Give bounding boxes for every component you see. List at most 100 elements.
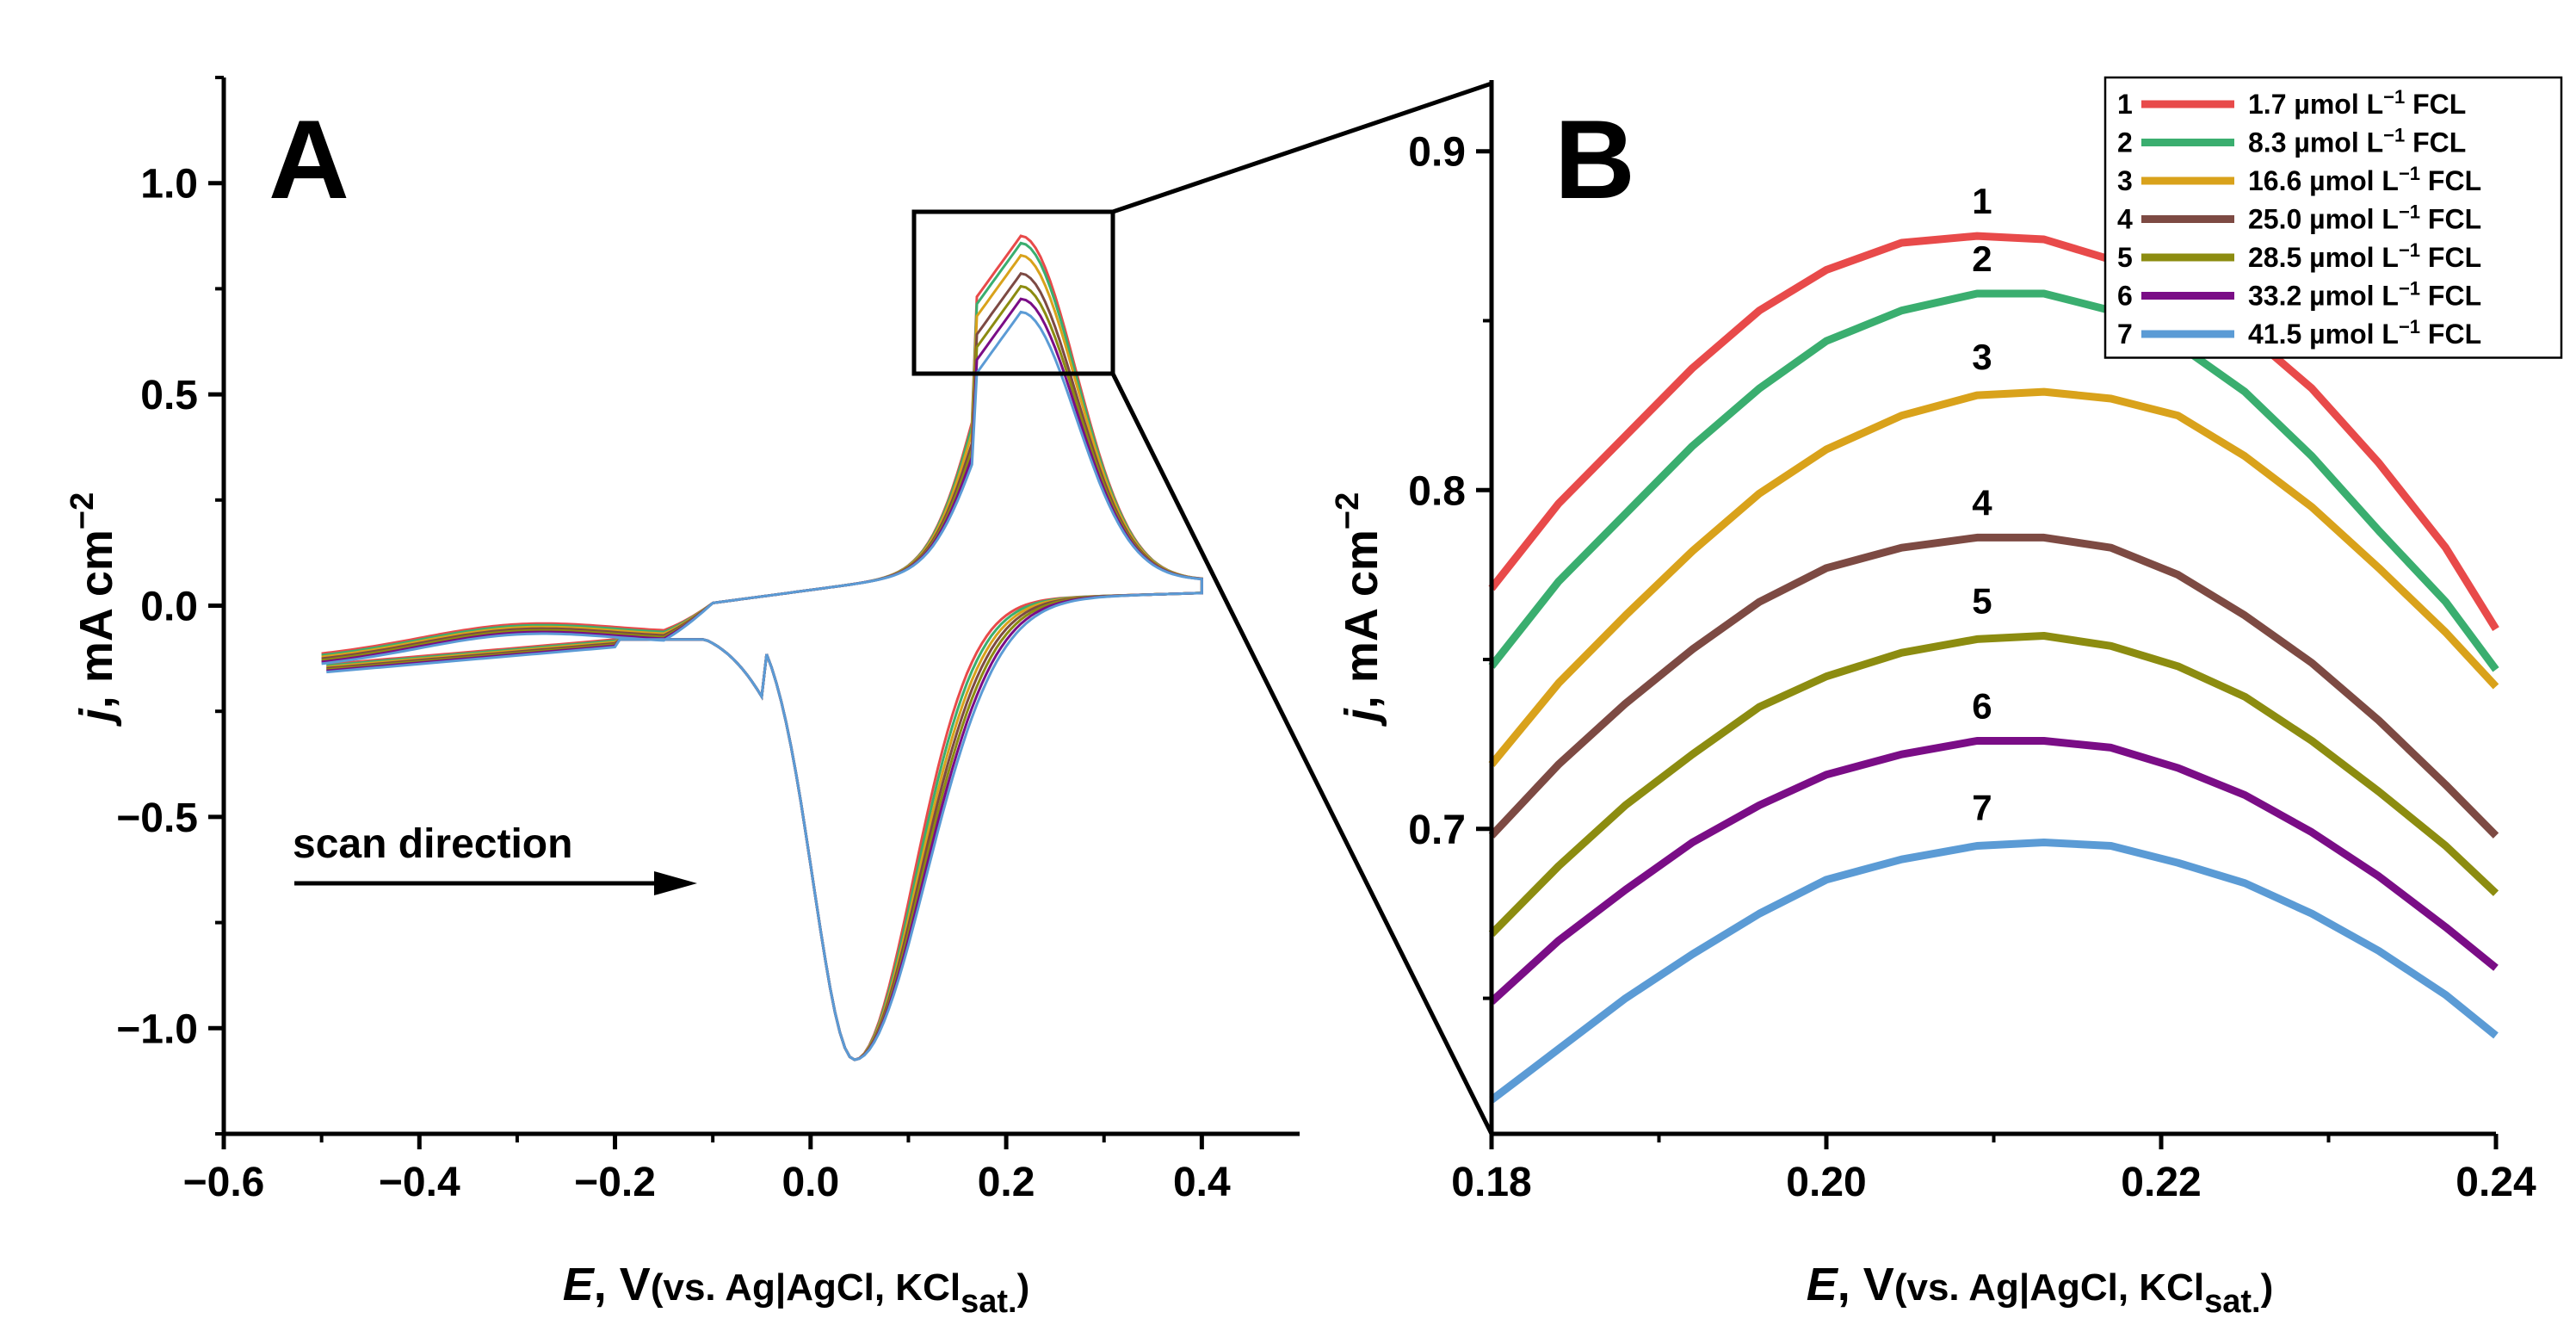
legend-entry-number: 6 <box>2117 281 2133 312</box>
legend-entry-number: 3 <box>2117 165 2133 196</box>
panel-a-x-tick-label: −0.6 <box>183 1160 265 1205</box>
legend-entry-label: 16.6 µmol L−1 FCL <box>2248 163 2481 196</box>
legend-entry-label-suffix: FCL <box>2420 204 2481 235</box>
legend-entry-label-main: 28.5 µmol L <box>2248 242 2399 273</box>
legend-entry-label-sup: −1 <box>2399 316 2420 337</box>
legend-entry-label-sup: −1 <box>2383 86 2405 108</box>
scan-direction-annotation: scan direction <box>293 821 697 895</box>
panel-a-xlabel-italic: E <box>563 1259 596 1310</box>
legend-entry-label: 41.5 µmol L−1 FCL <box>2248 316 2481 350</box>
panel-a-zoom-box <box>911 209 1115 376</box>
legend-entry-number: 4 <box>2117 204 2133 235</box>
zoom-connector-bottom <box>1110 372 1494 1136</box>
legend-entry-label-suffix: FCL <box>2420 319 2481 350</box>
legend-entry-label-suffix: FCL <box>2405 127 2466 158</box>
panel-a-x-tick-label: 0.4 <box>1173 1160 1231 1205</box>
legend-entry-label: 33.2 µmol L−1 FCL <box>2248 278 2481 312</box>
panel-a-axes: −0.6 −0.4 −0.2 0.0 0.2 0.4 −1.0 −0.5 0.0 0.5 1.0 <box>116 76 1300 1205</box>
scan-direction-label: scan direction <box>293 821 572 867</box>
panel-b-xlabel-sub: sat. <box>2204 1284 2260 1320</box>
panel-b-x-tick-label: 0.18 <box>1451 1160 1531 1205</box>
panel-b-curve-3 <box>1488 387 2499 767</box>
panel-b-curve-labels: 1 2 3 4 5 6 7 <box>1972 181 1992 827</box>
panel-a-cv-curve-6 <box>321 297 1203 1062</box>
panel-a-ylabel-main: , mA cm <box>71 529 122 709</box>
panel-b-curve-label: 7 <box>1972 788 1992 828</box>
panel-b-curve-7 <box>1489 839 2499 1104</box>
panel-a-curves <box>321 234 1203 1062</box>
legend-entry-label-suffix: FCL <box>2405 89 2466 120</box>
panel-b-curve-label: 1 <box>1972 181 1992 221</box>
legend-entry-label-suffix: FCL <box>2420 242 2481 273</box>
panel-a-cv-curve-7 <box>321 310 1203 1062</box>
panel-a-x-tick-label: 0.2 <box>978 1160 1035 1205</box>
panel-b-curve-label: 2 <box>1972 238 1992 279</box>
legend-entry-label: 1.7 µmol L−1 FCL <box>2248 86 2466 120</box>
legend-entry-label-suffix: FCL <box>2420 165 2481 196</box>
legend-entry-label-main: 33.2 µmol L <box>2248 281 2399 312</box>
panel-b-label: B <box>1554 96 1635 222</box>
panel-b-xlabel-italic: E <box>1807 1259 1839 1310</box>
panel-b-xlabel-close: ) <box>2261 1266 2274 1309</box>
legend-entry-label: 25.0 µmol L−1 FCL <box>2248 201 2481 235</box>
panel-b-xlabel-main: , V <box>1838 1259 1894 1310</box>
panel-a-cv-curve-2 <box>321 241 1203 1062</box>
panel-b-curve-4 <box>1488 533 2499 839</box>
panel-a: A −0.6 −0.4 −0.2 0.0 0.2 0.4 −1.0 −0.5 0.0 0.5 1.0… <box>65 76 1300 1320</box>
panel-a-x-tick-label: −0.4 <box>379 1160 460 1205</box>
panel-b-curve-1 <box>1488 232 2499 631</box>
legend-entry-number: 7 <box>2117 319 2133 350</box>
legend-entry-label-main: 41.5 µmol L <box>2248 319 2399 350</box>
panel-a-xlabel-paren: (vs. Ag|AgCl, KCl <box>651 1266 961 1309</box>
panel-b-x-tick-label: 0.22 <box>2121 1160 2201 1205</box>
legend-entry-label: 8.3 µmol L−1 FCL <box>2248 125 2466 158</box>
legend-entry-label-main: 25.0 µmol L <box>2248 204 2399 235</box>
legend-entry-number: 5 <box>2117 242 2133 273</box>
panel-b-curve-label: 6 <box>1972 685 1992 726</box>
panel-a-y-tick-label: 0.0 <box>140 585 198 630</box>
panel-a-label: A <box>269 96 349 222</box>
panel-b-y-tick-label: 0.8 <box>1408 468 1466 514</box>
zoom-connector-top <box>1112 81 1492 214</box>
panel-a-ylabel: j, mA cm−2 <box>65 492 122 727</box>
panel-b-curves <box>1488 232 2499 1104</box>
panel-b-curve-6 <box>1488 737 2499 1005</box>
panel-a-xlabel-close: ) <box>1017 1266 1030 1309</box>
panel-b-ylabel: j, mA cm−2 <box>1330 492 1387 727</box>
panel-a-ylabel-italic: j <box>71 708 122 727</box>
panel-b-xlabel: E, V(vs. Ag|AgCl, KClsat.) <box>1807 1259 2273 1320</box>
panel-a-y-tick-label: 1.0 <box>140 162 198 207</box>
legend-entry-label-sup: −1 <box>2399 239 2420 261</box>
legend-entry-number: 1 <box>2117 89 2133 120</box>
panel-b-curve-label: 4 <box>1972 482 1992 523</box>
legend-entry-label-sup: −1 <box>2399 163 2420 184</box>
panel-a-x-tick-label: −0.2 <box>574 1160 656 1205</box>
panel-a-xlabel-sub: sat. <box>961 1284 1016 1320</box>
panel-b-y-tick-label: 0.9 <box>1408 130 1466 176</box>
legend-entry-label-main: 8.3 µmol L <box>2248 127 2383 158</box>
panel-b-x-tick-label: 0.20 <box>1786 1160 1866 1205</box>
panel-b-xlabel-paren: (vs. Ag|AgCl, KCl <box>1894 1266 2204 1309</box>
legend-entry-label-sup: −1 <box>2399 201 2420 223</box>
panel-b-ylabel-italic: j <box>1336 708 1387 727</box>
legend-entry-label: 28.5 µmol L−1 FCL <box>2248 239 2481 273</box>
panel-a-ylabel-sup: −2 <box>65 492 101 529</box>
panel-a-x-tick-label: 0.0 <box>781 1160 839 1205</box>
panel-a-y-tick-label: −1.0 <box>116 1006 198 1052</box>
panel-b-curve-2 <box>1488 289 2499 672</box>
legend-entry-label-main: 16.6 µmol L <box>2248 165 2399 196</box>
panel-a-xlabel-main: , V <box>594 1259 651 1310</box>
legend-entry-label-suffix: FCL <box>2420 281 2481 312</box>
legend-entry-label-sup: −1 <box>2399 278 2420 300</box>
panel-b-ylabel-main: , mA cm <box>1336 529 1387 709</box>
legend-entry-number: 2 <box>2117 127 2133 158</box>
panel-b: B 0.18 0.20 0.22 0.24 0.7 0.8 0.9 1 2 3 4 5 6 7 1 1.7… <box>1330 76 2563 1320</box>
panel-a-y-tick-label: −0.5 <box>116 796 198 841</box>
panel-b-curve-label: 5 <box>1972 580 1992 621</box>
panel-b-ylabel-sup: −2 <box>1330 492 1366 529</box>
panel-b-y-tick-label: 0.7 <box>1408 808 1466 853</box>
panel-b-curve-5 <box>1488 632 2499 937</box>
legend-entry-label-main: 1.7 µmol L <box>2248 89 2383 120</box>
